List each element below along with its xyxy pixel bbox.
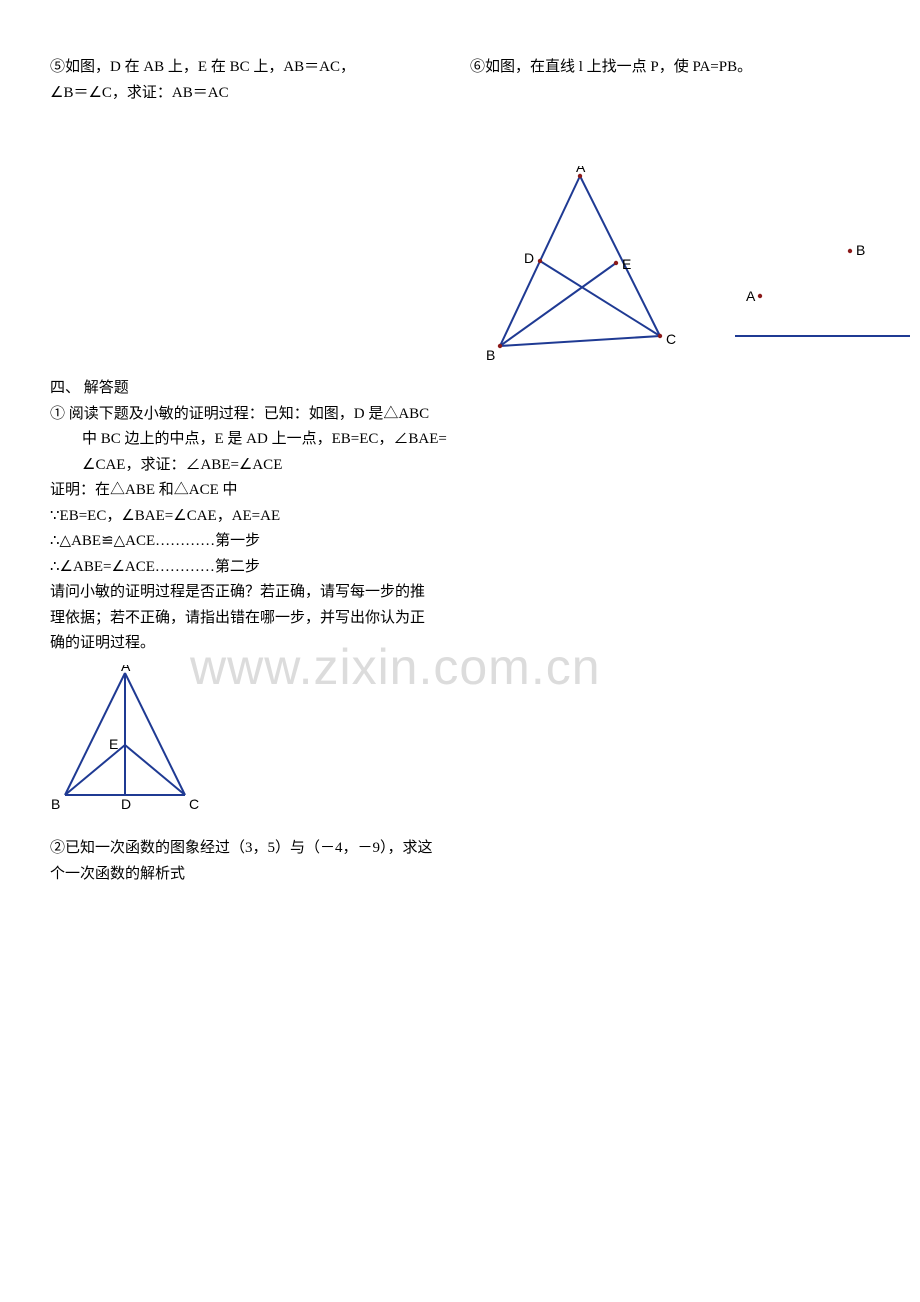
- svg-text:E: E: [109, 736, 118, 752]
- diagram-a1: A B C D E: [50, 665, 870, 825]
- top-diagrams: A B C D E A B: [50, 106, 870, 366]
- q5-line1: ⑤如图，D 在 AB 上，E 在 BC 上，AB＝AC，: [50, 55, 430, 81]
- question-6: ⑥如图，在直线 l 上找一点 P，使 PA=PB。: [470, 55, 860, 106]
- svg-text:B: B: [856, 242, 865, 258]
- svg-text:A: A: [576, 166, 586, 175]
- a2-l1: ②已知一次函数的图象经过（3，5）与（－4，－9），求这: [50, 836, 510, 862]
- a1-l5: ∵EB=EC，∠BAE=∠CAE，AE=AE: [50, 504, 510, 530]
- a2-l2: 个一次函数的解析式: [50, 862, 510, 888]
- diagram-q5: A B C D E: [470, 166, 690, 366]
- svg-text:C: C: [666, 331, 676, 347]
- answer-1-block: ① 阅读下题及小敏的证明过程：已知：如图，D 是△ABC 中 BC 边上的中点，…: [50, 402, 510, 657]
- q5-line2: ∠B＝∠C，求证：AB＝AC: [50, 81, 430, 107]
- diagram-q6: AB: [730, 236, 920, 356]
- top-questions-row: ⑤如图，D 在 AB 上，E 在 BC 上，AB＝AC， ∠B＝∠C，求证：AB…: [50, 55, 870, 106]
- a1-l4: 证明：在△ABE 和△ACE 中: [50, 478, 510, 504]
- a1-l2: 中 BC 边上的中点，E 是 AD 上一点，EB=EC，∠BAE=: [50, 427, 510, 453]
- a1-l7: ∴∠ABE=∠ACE…………第二步: [50, 555, 510, 581]
- svg-text:A: A: [746, 288, 756, 304]
- svg-text:E: E: [622, 256, 631, 272]
- section-4-title: 四、 解答题: [50, 376, 870, 402]
- a1-l1: ① 阅读下题及小敏的证明过程：已知：如图，D 是△ABC: [50, 402, 510, 428]
- svg-text:B: B: [51, 796, 60, 812]
- a1-l3: ∠CAE，求证：∠ABE=∠ACE: [50, 453, 510, 479]
- a1-l10: 确的证明过程。: [50, 631, 510, 657]
- question-5: ⑤如图，D 在 AB 上，E 在 BC 上，AB＝AC， ∠B＝∠C，求证：AB…: [50, 55, 430, 106]
- svg-text:D: D: [121, 796, 131, 812]
- page-content: ⑤如图，D 在 AB 上，E 在 BC 上，AB＝AC， ∠B＝∠C，求证：AB…: [50, 55, 870, 887]
- a1-l8: 请问小敏的证明过程是否正确？若正确，请写每一步的推: [50, 580, 510, 606]
- q6-line1: ⑥如图，在直线 l 上找一点 P，使 PA=PB。: [470, 55, 860, 81]
- svg-text:D: D: [524, 250, 534, 266]
- a1-l9: 理依据；若不正确，请指出错在哪一步，并写出你认为正: [50, 606, 510, 632]
- a1-l6: ∴△ABE≌△ACE…………第一步: [50, 529, 510, 555]
- svg-text:A: A: [121, 665, 131, 674]
- svg-text:C: C: [189, 796, 199, 812]
- answer-2-block: ②已知一次函数的图象经过（3，5）与（－4，－9），求这 个一次函数的解析式: [50, 836, 510, 887]
- svg-text:B: B: [486, 347, 495, 363]
